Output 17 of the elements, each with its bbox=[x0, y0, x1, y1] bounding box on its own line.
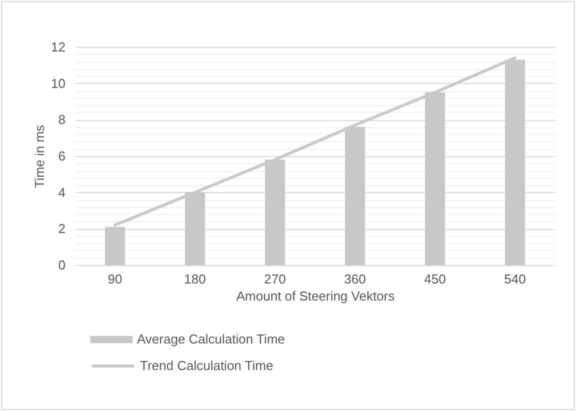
y-tick-label: 4 bbox=[58, 184, 66, 200]
y-tick-label: 8 bbox=[58, 112, 66, 128]
x-axis-title: Amount of Steering Vektors bbox=[236, 288, 396, 304]
y-tick-label: 10 bbox=[51, 76, 66, 91]
x-tick-label: 450 bbox=[424, 272, 446, 286]
y-axis-title: Time in ms bbox=[32, 124, 48, 188]
x-tick-label: 540 bbox=[504, 272, 526, 286]
y-tick-label: 2 bbox=[58, 221, 66, 236]
y-tick-label: 6 bbox=[58, 148, 66, 164]
legend-label: Trend Calculation Time bbox=[140, 358, 274, 373]
x-tick-label: 360 bbox=[344, 272, 366, 286]
x-tick-label: 90 bbox=[108, 272, 122, 286]
y-tick-label: 0 bbox=[58, 258, 66, 272]
legend-label: Average Calculation Time bbox=[137, 332, 285, 346]
y-tick-label: 12 bbox=[51, 40, 66, 54]
x-tick-label: 180 bbox=[184, 272, 206, 286]
x-tick-label: 270 bbox=[264, 272, 286, 286]
